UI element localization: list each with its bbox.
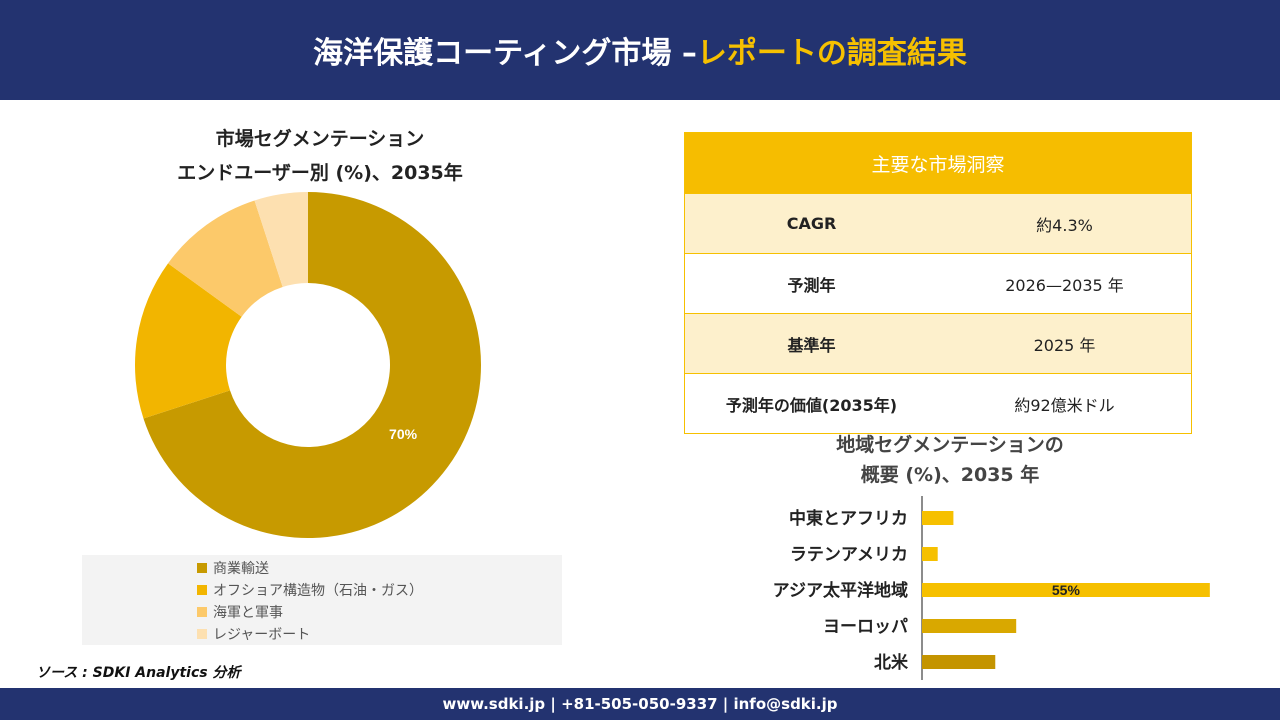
insights-table: 主要な市場洞察 CAGR 約4.3% 予測年 2026—2035 年 基準年 2… [684,132,1192,434]
legend-item: レジャーボート [197,623,562,645]
insights-heading: 主要な市場洞察 [684,132,1192,194]
legend-swatch [197,563,207,573]
legend-item: オフショア構造物（石油・ガス） [197,579,562,601]
bar-rect [922,619,1017,633]
bar-rect [922,583,1210,597]
legend-item: 海軍と軍事 [197,601,562,623]
bar-category-label: 中東とアフリカ [789,508,908,529]
bar-title-line2: 概要 (%)、2035 年 [860,464,1040,486]
bar-rect [922,655,996,669]
bar-category-label: ヨーロッパ [823,617,908,637]
bar-category-label: 北米 [874,652,909,673]
legend-swatch [197,607,207,617]
insights-row: 基準年 2025 年 [684,313,1192,374]
insights-value: 約92億米ドル [938,373,1192,434]
bar-rect [922,547,938,561]
insights-key: 予測年 [684,253,938,314]
bar-data-label: 55% [1052,582,1081,598]
legend-label: レジャーボート [213,627,311,643]
donut-slice [254,192,308,288]
bar-chart-title: 地域セグメンテーションの 概要 (%)、2035 年 [770,430,1130,490]
donut-legend: 商業輸送オフショア構造物（石油・ガス） 海軍と軍事レジャーボート [82,555,562,645]
source-note: ソース : SDKI Analytics 分析 [36,665,241,681]
legend-label: 商業輸送 [213,561,269,577]
donut-title-line1: 市場セグメンテーション [215,128,425,150]
insights-key: 予測年の価値(2035年) [684,373,938,434]
insights-row: 予測年 2026—2035 年 [684,253,1192,314]
bar-category-label: アジア太平洋地域 [773,580,908,601]
insights-value: 約4.3% [938,193,1192,254]
insights-value: 2026—2035 年 [938,253,1192,314]
legend-label: オフショア構造物（石油・ガス） [213,583,423,599]
insights-key: 基準年 [684,313,938,374]
insights-row: CAGR 約4.3% [684,193,1192,254]
donut-slice [135,263,242,419]
legend-swatch [197,629,207,639]
insights-key: CAGR [684,193,938,254]
bar-title-line1: 地域セグメンテーションの [836,434,1064,456]
donut-data-label: 70% [389,426,418,442]
donut-slice [168,200,283,317]
insights-row: 予測年の価値(2035年) 約92億米ドル [684,373,1192,434]
legend-item: 商業輸送 [197,557,562,579]
donut-title-line2: エンドユーザー別 (%)、2035年 [177,162,463,184]
bar-category-label: ラテンアメリカ [790,545,908,565]
header-title: 海洋保護コーティング市場 – [313,36,697,71]
legend-label: 海軍と軍事 [213,605,283,621]
insights-value: 2025 年 [938,313,1192,374]
legend-swatch [197,585,207,595]
donut-chart: 70% [135,192,481,538]
footer-contact: www.sdki.jp | +81-505-050-9337 | info@sd… [0,688,1280,720]
donut-chart-title: 市場セグメンテーション エンドユーザー別 (%)、2035年 [120,122,520,190]
donut-slice [143,192,481,538]
header-title-accent: レポートの調査結果 [696,36,967,71]
bar-rect [922,511,954,525]
report-header: 海洋保護コーティング市場 – レポートの調査結果 [0,0,1280,100]
